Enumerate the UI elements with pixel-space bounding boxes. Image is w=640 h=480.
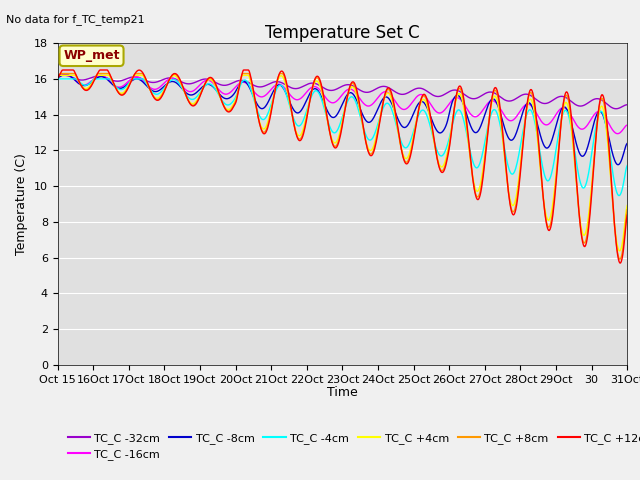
TC_C -16cm [434, 110, 442, 116]
TC_C -32cm [226, 81, 234, 87]
TC_C -16cm [61, 72, 69, 77]
TC_C -4cm [401, 145, 409, 151]
TC_C +8cm [402, 159, 410, 165]
Line: TC_C -4cm: TC_C -4cm [58, 79, 627, 196]
Line: TC_C +8cm: TC_C +8cm [58, 73, 627, 259]
TC_C +4cm [54, 73, 61, 79]
TC_C +12cm [434, 159, 442, 165]
X-axis label: Time: Time [327, 386, 358, 399]
Line: TC_C -8cm: TC_C -8cm [58, 75, 627, 165]
TC_C -32cm [54, 72, 61, 78]
TC_C -32cm [254, 84, 262, 90]
TC_C +8cm [616, 256, 623, 262]
TC_C -32cm [58, 72, 66, 78]
TC_C +4cm [434, 157, 442, 163]
TC_C +4cm [55, 72, 63, 78]
TC_C +4cm [226, 106, 234, 112]
TC_C +4cm [122, 88, 129, 94]
TC_C -8cm [402, 124, 410, 130]
TC_C -4cm [253, 108, 261, 113]
TC_C -4cm [433, 148, 441, 154]
Title: Temperature Set C: Temperature Set C [265, 24, 420, 42]
TC_C -8cm [254, 103, 262, 108]
TC_C +12cm [617, 260, 625, 266]
TC_C -8cm [614, 162, 622, 168]
TC_C -32cm [623, 102, 631, 108]
TC_C +8cm [54, 74, 61, 80]
TC_C -16cm [402, 106, 410, 112]
TC_C -32cm [434, 94, 442, 99]
TC_C +12cm [276, 70, 284, 76]
TC_C +8cm [226, 108, 234, 114]
TC_C -4cm [275, 83, 283, 89]
TC_C -8cm [276, 82, 284, 88]
TC_C +8cm [254, 114, 262, 120]
TC_C -16cm [254, 93, 262, 98]
TC_C +4cm [402, 156, 410, 161]
TC_C -32cm [612, 106, 620, 112]
TC_C +12cm [623, 212, 631, 218]
Line: TC_C +12cm: TC_C +12cm [58, 70, 627, 263]
TC_C +12cm [254, 114, 262, 120]
TC_C -16cm [623, 122, 631, 128]
TC_C -16cm [226, 90, 234, 96]
TC_C -32cm [276, 79, 284, 85]
TC_C -32cm [402, 91, 410, 96]
TC_C -4cm [623, 163, 631, 168]
TC_C +4cm [623, 203, 631, 208]
Line: TC_C -32cm: TC_C -32cm [58, 75, 627, 109]
TC_C -8cm [59, 72, 67, 78]
TC_C +8cm [623, 207, 631, 213]
TC_C -32cm [122, 76, 129, 82]
Legend: TC_C -32cm, TC_C -16cm, TC_C -8cm, TC_C -4cm, TC_C +4cm, TC_C +8cm, TC_C +12cm: TC_C -32cm, TC_C -16cm, TC_C -8cm, TC_C … [63, 428, 640, 465]
Y-axis label: Temperature (C): Temperature (C) [15, 153, 28, 255]
TC_C -16cm [276, 82, 284, 87]
TC_C +8cm [122, 89, 129, 95]
TC_C +4cm [616, 248, 623, 254]
TC_C -16cm [54, 74, 61, 80]
Text: WP_met: WP_met [63, 49, 120, 62]
TC_C -4cm [225, 102, 233, 108]
TC_C +12cm [226, 109, 234, 115]
TC_C +8cm [57, 71, 65, 76]
Line: TC_C -16cm: TC_C -16cm [58, 74, 627, 133]
TC_C -16cm [122, 82, 129, 87]
TC_C -4cm [615, 193, 623, 199]
TC_C -8cm [623, 141, 631, 146]
TC_C +4cm [276, 74, 284, 80]
TC_C +8cm [276, 71, 284, 77]
TC_C +8cm [434, 159, 442, 165]
TC_C -8cm [54, 75, 61, 81]
TC_C +12cm [402, 161, 410, 167]
TC_C -8cm [122, 84, 129, 89]
TC_C +12cm [54, 75, 61, 81]
TC_C +12cm [59, 67, 67, 73]
TC_C -16cm [614, 131, 621, 136]
Text: No data for f_TC_temp21: No data for f_TC_temp21 [6, 14, 145, 25]
TC_C -4cm [54, 76, 61, 82]
TC_C +12cm [122, 90, 129, 96]
Line: TC_C +4cm: TC_C +4cm [58, 75, 627, 251]
TC_C -4cm [120, 85, 128, 91]
TC_C +4cm [254, 114, 262, 120]
TC_C -8cm [226, 95, 234, 101]
TC_C -8cm [434, 129, 442, 135]
